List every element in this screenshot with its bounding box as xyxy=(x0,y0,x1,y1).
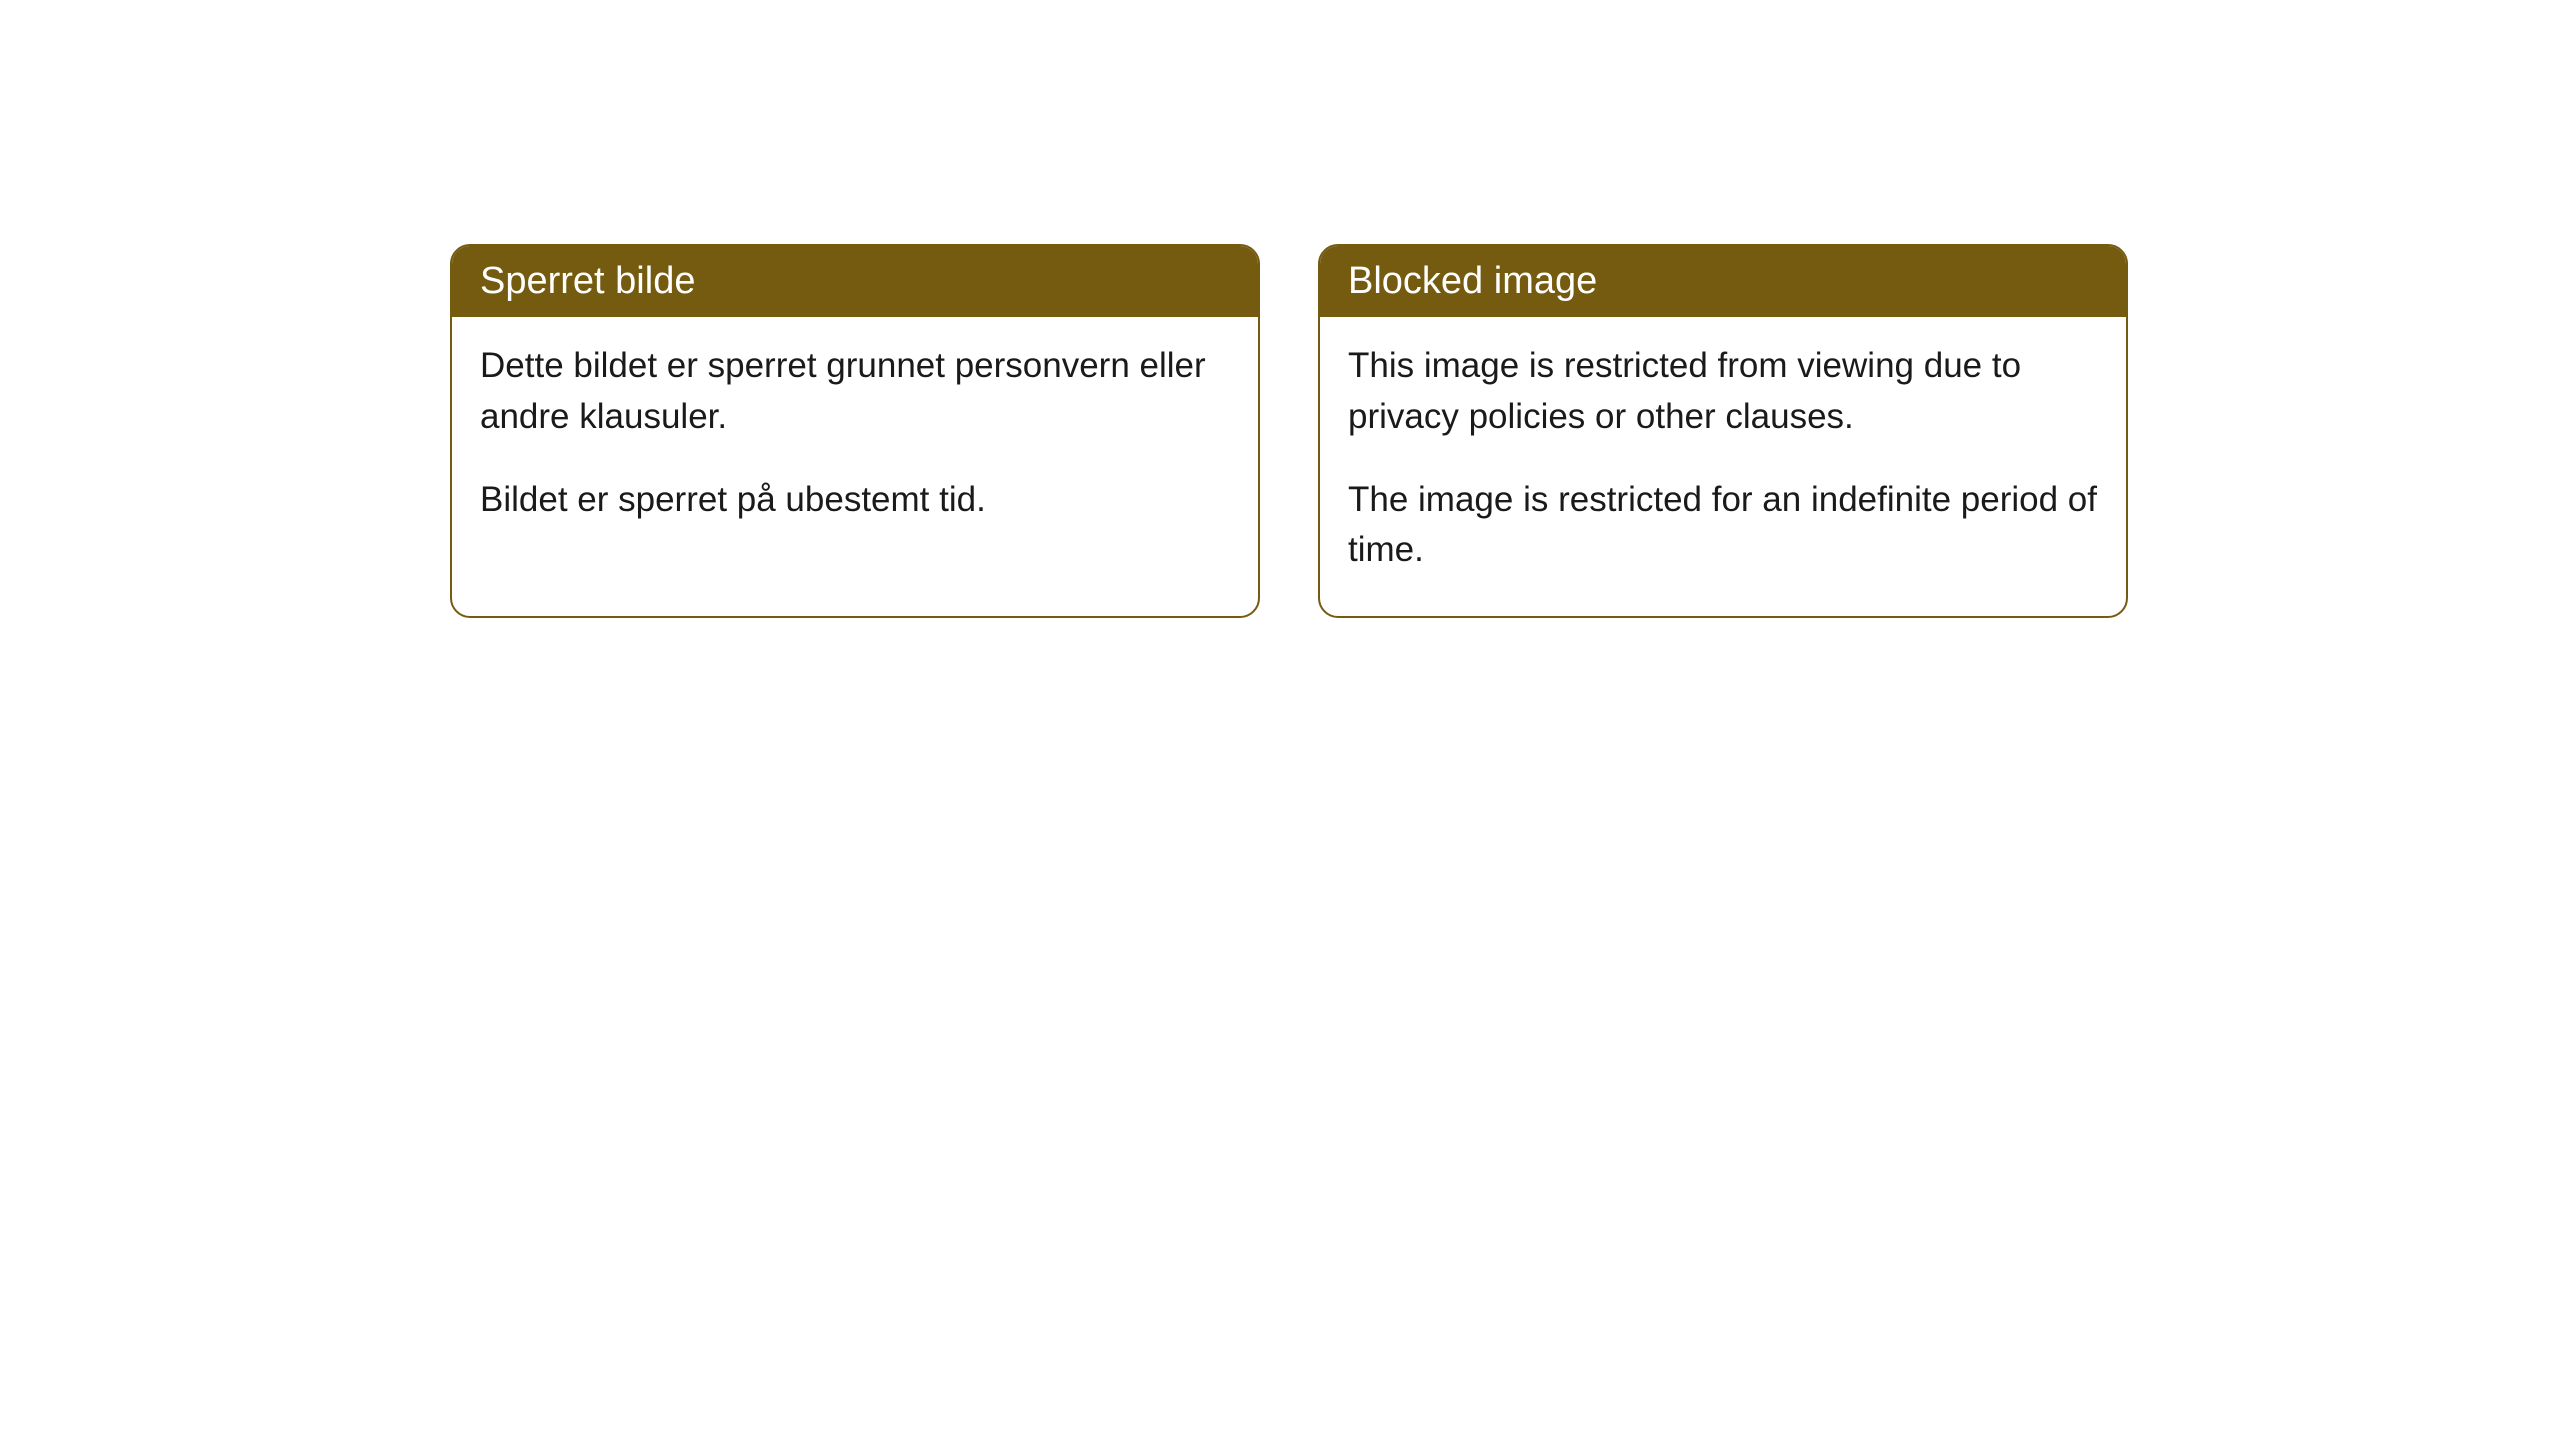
notice-card-body: Dette bildet er sperret grunnet personve… xyxy=(452,317,1258,565)
notice-card-paragraph: Dette bildet er sperret grunnet personve… xyxy=(480,341,1230,443)
notice-card-paragraph: The image is restricted for an indefinit… xyxy=(1348,475,2098,577)
notice-card-paragraph: This image is restricted from viewing du… xyxy=(1348,341,2098,443)
notice-cards-container: Sperret bilde Dette bildet er sperret gr… xyxy=(450,244,2128,618)
notice-card-paragraph: Bildet er sperret på ubestemt tid. xyxy=(480,475,1230,526)
notice-card-english: Blocked image This image is restricted f… xyxy=(1318,244,2128,618)
notice-card-title: Blocked image xyxy=(1320,246,2126,317)
notice-card-title: Sperret bilde xyxy=(452,246,1258,317)
notice-card-norwegian: Sperret bilde Dette bildet er sperret gr… xyxy=(450,244,1260,618)
notice-card-body: This image is restricted from viewing du… xyxy=(1320,317,2126,616)
